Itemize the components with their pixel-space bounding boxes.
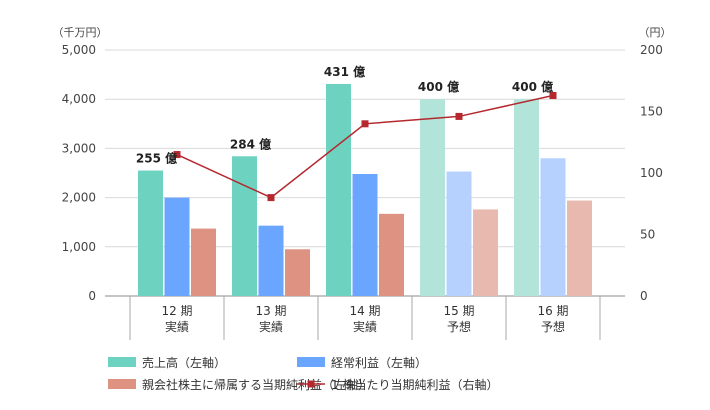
data-label: 255 億: [136, 151, 177, 166]
eps-point: [549, 92, 557, 100]
legend: 売上高（左軸） 経常利益（左軸）親会社株主に帰属する当期純利益（左軸）1 株当たり…: [108, 355, 498, 392]
bar: [138, 170, 163, 296]
left-tick-label: 2,000: [62, 191, 96, 205]
bar: [326, 83, 351, 296]
bars: [138, 83, 592, 296]
bar: [567, 200, 592, 296]
bar: [191, 228, 216, 296]
bar: [473, 209, 498, 296]
legend-swatch: [108, 379, 136, 389]
left-tick-label: 1,000: [62, 240, 96, 254]
category-label: 14 期: [349, 304, 380, 318]
bar: [514, 99, 539, 296]
left-tick-label: 5,000: [62, 43, 96, 57]
bar: [164, 197, 190, 296]
bar: [379, 213, 404, 296]
eps-point: [173, 151, 181, 159]
category-sublabel: 予想: [541, 319, 565, 334]
left-tick-label: 4,000: [62, 92, 96, 106]
category-sublabel: 実績: [165, 319, 189, 334]
eps-line: [173, 92, 557, 202]
category-sublabel: 実績: [353, 319, 377, 334]
eps-point: [267, 194, 275, 202]
left-axis-unit: （千万円）: [53, 26, 108, 39]
category-sublabel: 実績: [259, 319, 283, 334]
category-label: 16 期: [537, 304, 568, 318]
category-label: 15 期: [443, 304, 474, 318]
bar: [232, 156, 257, 296]
legend-swatch: [108, 357, 136, 367]
right-tick-label: 200: [640, 43, 663, 57]
bar: [540, 158, 566, 296]
legend-label: 1 株当たり当期純利益（右軸）: [331, 377, 498, 392]
bar: [285, 249, 310, 296]
right-axis-unit: （円）: [639, 26, 672, 39]
category-sublabel: 予想: [447, 319, 471, 334]
left-axis: 0 1,000 2,000 3,000 4,000 5,000: [62, 43, 96, 303]
bar: [420, 99, 445, 296]
eps-point: [455, 112, 463, 120]
category-label: 12 期: [161, 304, 192, 318]
right-tick-label: 100: [640, 166, 663, 180]
right-tick-label: 50: [640, 228, 655, 242]
data-labels: 255 億 284 億 431 億 400 億 400 億: [136, 64, 553, 166]
bar: [446, 171, 472, 296]
legend-label: 経常利益（左軸）: [331, 355, 427, 370]
left-tick-label: 0: [88, 289, 96, 303]
data-label: 431 億: [324, 64, 365, 79]
right-tick-label: 0: [640, 289, 648, 303]
category-label: 13 期: [255, 304, 286, 318]
data-label: 400 億: [512, 79, 553, 94]
legend-marker: [307, 380, 315, 388]
eps-point: [361, 120, 369, 128]
right-tick-label: 150: [640, 105, 663, 119]
right-axis: 0 50 100 150 200: [640, 43, 663, 303]
legend-label: 売上高（左軸）: [142, 355, 226, 370]
data-label: 284 億: [230, 136, 271, 151]
bar: [258, 225, 284, 296]
bar: [352, 173, 378, 296]
left-tick-label: 3,000: [62, 141, 96, 155]
data-label: 400 億: [418, 79, 459, 94]
legend-swatch: [297, 357, 325, 367]
